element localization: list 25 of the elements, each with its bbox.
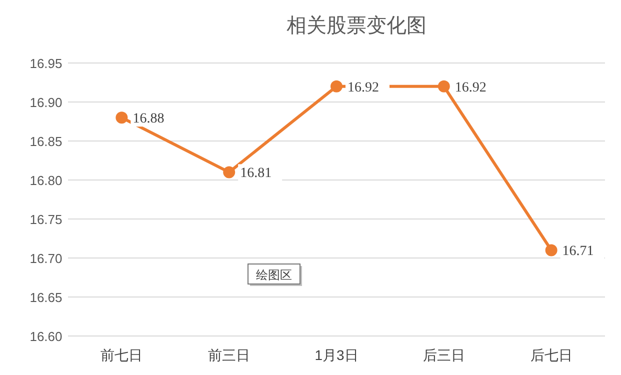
chart-title: 相关股票变化图 xyxy=(286,15,426,37)
y-tick-label: 16.60 xyxy=(30,329,62,344)
y-tick-label: 16.75 xyxy=(30,212,62,227)
point xyxy=(438,80,450,92)
y-tick-label: 16.95 xyxy=(30,56,62,71)
y-tick-label: 16.80 xyxy=(30,173,62,188)
data-label: 16.81 xyxy=(240,166,272,182)
x-tick-label: 前七日 xyxy=(100,347,143,363)
annotation: 绘图区 xyxy=(256,268,292,282)
data-label: 16.92 xyxy=(454,80,486,96)
point xyxy=(223,166,236,178)
point xyxy=(330,80,342,92)
data-label: 16.71 xyxy=(562,244,594,260)
data-label: 16.92 xyxy=(348,80,379,96)
x-tick-label: 后七日 xyxy=(530,347,572,363)
x-tick-label: 1月3日 xyxy=(314,347,358,363)
point xyxy=(545,244,558,256)
point xyxy=(116,112,128,124)
y-tick-label: 16.65 xyxy=(30,290,62,305)
x-tick-label: 后三日 xyxy=(422,347,465,363)
y-tick-label: 16.85 xyxy=(30,134,62,149)
x-tick-label: 前三日 xyxy=(208,347,250,363)
y-tick-label: 16.90 xyxy=(30,95,62,110)
y-tick-label: 16.70 xyxy=(30,251,62,266)
data-label: 16.88 xyxy=(132,112,164,127)
